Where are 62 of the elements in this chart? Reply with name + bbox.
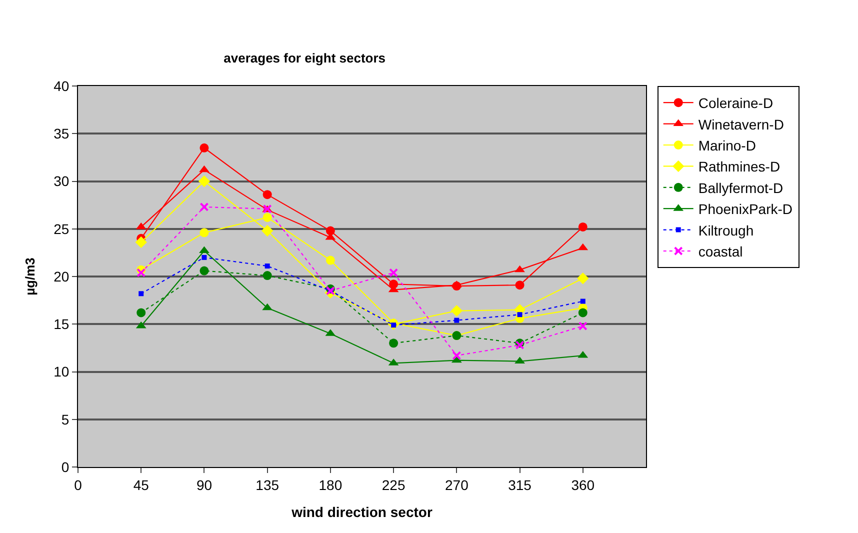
point — [136, 268, 146, 278]
x-tick-label: 225 — [382, 476, 406, 493]
point — [578, 308, 588, 318]
chart-title: averages for eight sectors — [224, 50, 386, 66]
x-tick-label: 360 — [571, 476, 595, 493]
y-tick-label: 0 — [61, 458, 70, 475]
legend-label: Kiltrough — [698, 222, 754, 238]
point — [202, 254, 207, 260]
point — [136, 308, 146, 318]
point — [198, 175, 210, 188]
y-tick-label: 30 — [54, 173, 70, 190]
point — [199, 246, 210, 254]
point — [577, 272, 589, 284]
point — [200, 266, 209, 276]
point — [261, 224, 274, 237]
legend-label: Ballyfermot-D — [698, 180, 784, 196]
point — [389, 268, 398, 278]
x-tick-label: 180 — [318, 476, 342, 493]
point — [515, 280, 524, 290]
y-tick-label: 40 — [54, 78, 70, 94]
point — [199, 165, 210, 172]
point — [262, 190, 272, 200]
x-tick-label: 315 — [508, 476, 532, 493]
point — [326, 256, 335, 265]
point — [578, 322, 588, 331]
point — [135, 236, 147, 248]
legend-label: Marino-D — [698, 137, 756, 154]
y-tick-label: 10 — [54, 364, 70, 380]
legend-label: PhoenixPark-D — [698, 201, 793, 218]
point — [578, 222, 588, 232]
legend-label: Rathmines-D — [698, 158, 780, 175]
legend-label: Winetavern-D — [698, 116, 784, 132]
y-tick-label: 5 — [61, 411, 70, 428]
y-tick-label: 15 — [54, 316, 70, 332]
legend-label: Coleraine-D — [698, 95, 774, 112]
point — [514, 265, 525, 272]
legend-label: coastal — [698, 243, 743, 260]
point — [262, 271, 272, 280]
x-tick-label: 135 — [256, 476, 280, 493]
y-tick-label: 20 — [54, 268, 70, 284]
point — [517, 312, 522, 318]
y-axis-title: µg/m3 — [22, 258, 38, 296]
x-tick-label: 270 — [444, 476, 469, 493]
point — [262, 212, 272, 222]
y-tick-label: 35 — [54, 126, 70, 142]
point — [450, 304, 463, 317]
x-axis-title: wind direction sector — [290, 504, 433, 520]
point — [200, 143, 209, 152]
point — [264, 264, 270, 269]
point — [514, 356, 525, 364]
point — [454, 318, 460, 323]
point — [200, 228, 209, 238]
point — [138, 291, 144, 296]
x-tick-label: 45 — [133, 476, 150, 493]
x-tick-label: 0 — [74, 476, 82, 493]
x-tick-label: 90 — [196, 476, 212, 493]
point — [452, 351, 462, 360]
point — [326, 226, 335, 236]
point — [580, 298, 586, 304]
y-tick-label: 25 — [54, 220, 70, 237]
point — [200, 202, 209, 212]
point — [389, 338, 398, 348]
